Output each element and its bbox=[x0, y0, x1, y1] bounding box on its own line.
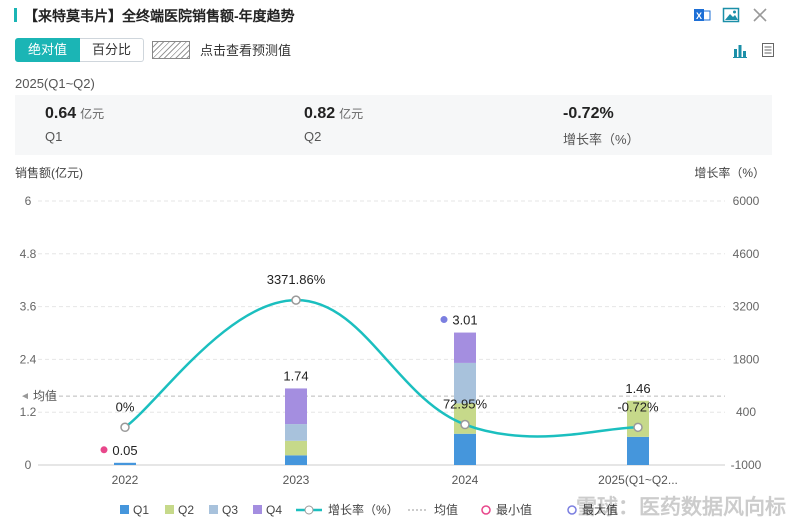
growth-point[interactable] bbox=[291, 295, 301, 305]
mean-label: 均值 bbox=[33, 388, 57, 403]
summary-unit: 亿元 bbox=[80, 107, 105, 121]
title-bar: 【来特莫韦片】全终端医院销售额-年度趋势 X bbox=[0, 0, 800, 32]
bar-segment-q1[interactable] bbox=[454, 433, 476, 465]
forecast-label: 点击查看预测值 bbox=[200, 43, 292, 58]
legend-swatch[interactable] bbox=[481, 505, 491, 515]
summary-unit: 亿元 bbox=[339, 107, 364, 121]
legend-swatch[interactable] bbox=[209, 505, 218, 514]
mode-toggle: 绝对值 百分比 bbox=[15, 38, 145, 62]
percent-tab[interactable]: 百分比 bbox=[80, 38, 145, 62]
summary-panel: 0.64 亿元 Q1 0.82 亿元 Q2 -0.72% 增长率（%） bbox=[15, 95, 772, 155]
y2-tick-label: 4600 bbox=[733, 247, 760, 261]
y2-axis-title: 增长率（%） bbox=[694, 165, 765, 180]
summary-q2: 0.82 亿元 Q2 bbox=[304, 105, 363, 144]
summary-label: Q2 bbox=[304, 129, 322, 144]
bar-total-label: 3.01 bbox=[452, 313, 477, 328]
y-tick-label: 4.8 bbox=[20, 247, 37, 261]
x-tick-label: 2023 bbox=[283, 473, 310, 487]
bar-segment-q3[interactable] bbox=[285, 424, 307, 441]
bar-segment-q1[interactable] bbox=[627, 436, 649, 465]
y-tick-label: 1.2 bbox=[20, 405, 37, 419]
mean-marker bbox=[22, 393, 28, 400]
chart-title: 【来特莫韦片】全终端医院销售额-年度趋势 bbox=[24, 8, 295, 24]
y2-tick-label: 400 bbox=[736, 405, 756, 419]
table-icon[interactable] bbox=[760, 42, 776, 58]
growth-point[interactable] bbox=[460, 419, 470, 430]
legend-label: Q3 bbox=[222, 503, 238, 517]
growth-label: -0.72% bbox=[617, 399, 659, 414]
watermark: 雪球：医药数据风向标 bbox=[576, 495, 786, 519]
bar-chart-icon[interactable] bbox=[732, 42, 748, 58]
close-icon[interactable] bbox=[751, 6, 769, 24]
y-axis-title: 销售额(亿元) bbox=[15, 165, 83, 180]
growth-point[interactable] bbox=[120, 422, 130, 433]
bar-segment-q2[interactable] bbox=[285, 440, 307, 456]
growth-point[interactable] bbox=[633, 422, 643, 433]
max-value-marker bbox=[440, 316, 448, 324]
bar-segment-q3[interactable] bbox=[454, 362, 476, 404]
y-tick-label: 6 bbox=[25, 194, 32, 208]
absolute-value-tab[interactable]: 绝对值 bbox=[15, 38, 81, 62]
summary-value: 0.64 bbox=[45, 105, 77, 122]
legend-label: Q2 bbox=[178, 503, 194, 517]
y-tick-label: 0 bbox=[25, 458, 32, 472]
legend-swatch[interactable] bbox=[253, 505, 262, 514]
legend-swatch[interactable] bbox=[165, 505, 174, 514]
y2-tick-label: -1000 bbox=[731, 458, 762, 472]
legend-swatch[interactable] bbox=[567, 505, 577, 515]
y2-tick-label: 6000 bbox=[733, 194, 760, 208]
legend-label: Q1 bbox=[133, 503, 149, 517]
svg-text:X: X bbox=[696, 11, 702, 21]
summary-value: -0.72% bbox=[563, 105, 614, 122]
y2-tick-label: 3200 bbox=[733, 300, 760, 314]
growth-label: 3371.86% bbox=[267, 272, 326, 287]
view-switch bbox=[732, 42, 776, 58]
growth-label: 0% bbox=[116, 399, 135, 414]
bar-segment-q4[interactable] bbox=[285, 388, 307, 425]
bar-segment-q4[interactable] bbox=[454, 332, 476, 363]
legend-swatch-point bbox=[304, 505, 314, 515]
summary-growth: -0.72% 增长率（%） bbox=[563, 105, 640, 148]
bar-segment-q1[interactable] bbox=[114, 462, 136, 465]
x-tick-label: 2025(Q1~Q2... bbox=[598, 473, 678, 487]
legend-label: 最小值 bbox=[496, 502, 532, 517]
y-tick-label: 3.6 bbox=[20, 300, 37, 314]
legend-label: Q4 bbox=[266, 503, 282, 517]
summary-label: 增长率（%） bbox=[563, 132, 640, 147]
legend-label: 最大值 bbox=[582, 502, 618, 517]
bar-segment-q1[interactable] bbox=[285, 455, 307, 465]
legend-label: 均值 bbox=[434, 502, 458, 517]
image-export-icon[interactable] bbox=[722, 6, 740, 24]
bar-total-label: 1.46 bbox=[625, 381, 650, 396]
y-tick-label: 2.4 bbox=[20, 352, 37, 366]
legend-swatch[interactable] bbox=[120, 505, 129, 514]
bar-total-label: 1.74 bbox=[283, 368, 308, 383]
title-accent-bar bbox=[14, 8, 17, 22]
forecast-toggle[interactable]: 点击查看预测值 bbox=[152, 40, 291, 59]
x-tick-label: 2024 bbox=[452, 473, 479, 487]
summary-label: Q1 bbox=[45, 129, 63, 144]
summary-q1: 0.64 亿元 Q1 bbox=[45, 105, 104, 144]
hatch-pattern-icon bbox=[152, 40, 190, 59]
x-tick-label: 2022 bbox=[112, 473, 139, 487]
period-label: 2025(Q1~Q2) bbox=[15, 76, 95, 91]
bar-total-label: 0.05 bbox=[112, 443, 137, 458]
growth-label: 72.95% bbox=[443, 397, 488, 412]
min-value-marker bbox=[100, 446, 108, 454]
excel-export-icon[interactable]: X bbox=[693, 6, 711, 24]
summary-value: 0.82 bbox=[304, 105, 336, 122]
growth-line bbox=[124, 298, 639, 438]
y2-tick-label: 1800 bbox=[733, 352, 760, 366]
legend-label: 增长率（%） bbox=[328, 502, 399, 517]
